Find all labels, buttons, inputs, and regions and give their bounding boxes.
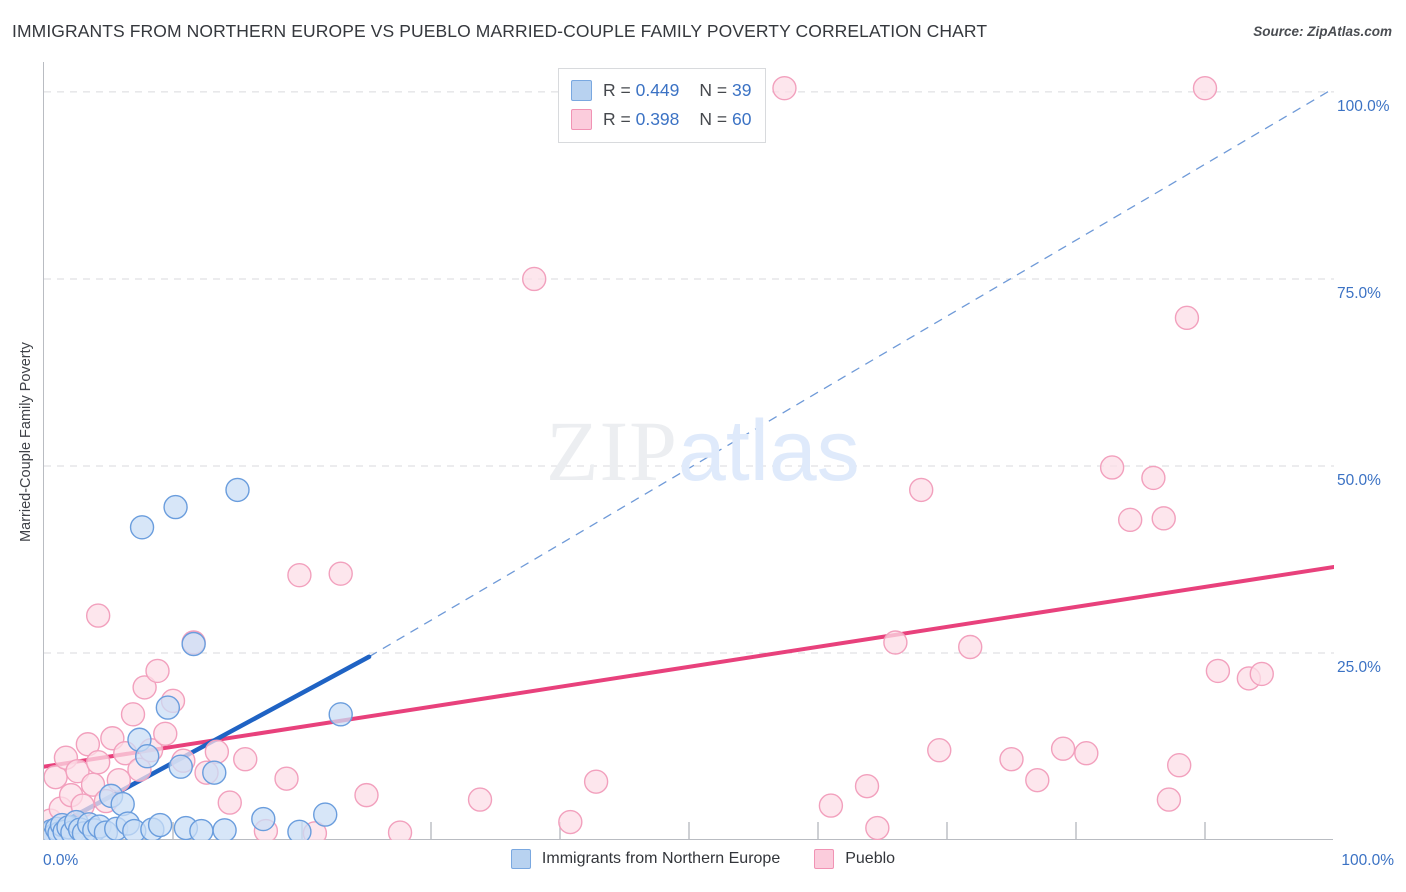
y-axis-tick-label: 50.0% [1337,471,1381,489]
data-point [120,702,146,727]
data-point [155,695,181,720]
data-point [583,769,609,794]
pueblo-points [44,75,1274,840]
data-point [522,266,547,292]
data-point [189,818,214,840]
data-point [217,790,242,815]
data-point [168,754,193,779]
data-point [287,562,312,588]
correlation-stat-text: R = 0.449 N = 39 [603,80,752,100]
data-point [181,631,206,657]
legend-color-swatch [814,849,835,869]
data-point [287,819,312,840]
data-point [225,477,250,503]
data-point [999,747,1024,772]
data-point [1249,661,1274,687]
data-point [1117,507,1143,533]
data-point [132,675,157,700]
data-point [145,658,170,684]
data-point [467,787,493,812]
data-point [558,809,583,835]
x-axis-max-label: 100.0% [1341,852,1394,869]
data-point [233,747,258,772]
data-point [927,738,952,763]
data-point [387,820,413,840]
gridlines [44,91,1334,654]
data-point [202,760,227,785]
data-point [854,773,880,799]
data-point [1025,767,1050,793]
data-point [1166,752,1192,778]
data-point [85,603,111,628]
series-legend: Immigrants from Northern Europe Pueblo [0,849,1406,869]
data-point [134,744,160,769]
data-point [147,812,173,838]
y-axis-title: Married-Couple Family Poverty [18,342,34,542]
data-point [1151,506,1176,531]
series-color-swatch [571,109,592,130]
data-point [1192,75,1218,101]
trend-lines [44,87,1334,834]
data-point [1156,787,1182,812]
data-point [328,702,353,727]
source-attribution: Source: ZipAtlas.com [1253,24,1392,39]
legend-item-pueblo[interactable]: Pueblo [814,849,895,869]
data-point [1205,658,1231,684]
data-point [958,634,983,660]
data-point [65,758,90,784]
data-point [274,766,299,791]
data-point [328,561,353,586]
legend-color-swatch [510,849,531,869]
data-point [1050,736,1076,761]
data-point [883,630,908,655]
data-point [1099,455,1125,480]
data-point [212,818,237,840]
data-point [251,806,276,832]
x-axis-min-label: 0.0% [43,852,79,869]
data-point [1174,305,1200,331]
series-color-swatch [571,80,592,101]
y-axis-tick-label: 100.0% [1337,97,1390,115]
page-title: IMMIGRANTS FROM NORTHERN EUROPE VS PUEBL… [12,21,988,41]
data-point [129,515,155,540]
data-point [313,802,338,827]
correlation-stat-text: R = 0.398 N = 60 [603,109,752,129]
stats-row: R = 0.398 N = 60 [571,105,751,134]
stats-row: R = 0.449 N = 39 [571,76,751,105]
data-point [354,782,379,808]
data-point [153,721,178,746]
data-point [909,477,934,503]
legend-item-immigrants[interactable]: Immigrants from Northern Europe [510,849,781,869]
legend-label: Immigrants from Northern Europe [541,850,781,867]
data-point [818,793,844,818]
data-point [1141,465,1166,491]
y-axis-tick-label: 25.0% [1337,658,1381,676]
data-point [85,750,111,775]
immigrants-points [44,477,353,840]
data-point [865,815,890,840]
data-point [772,75,797,101]
legend-label: Pueblo [845,850,896,867]
data-point [163,494,188,520]
correlation-stats-legend: R = 0.449 N = 39 R = 0.398 N = 60 [558,68,767,143]
data-point [204,739,230,764]
scatter-plot-canvas [44,75,1334,840]
y-axis-tick-label: 75.0% [1337,284,1381,302]
plot-area [43,62,1334,840]
data-point [1074,741,1099,766]
